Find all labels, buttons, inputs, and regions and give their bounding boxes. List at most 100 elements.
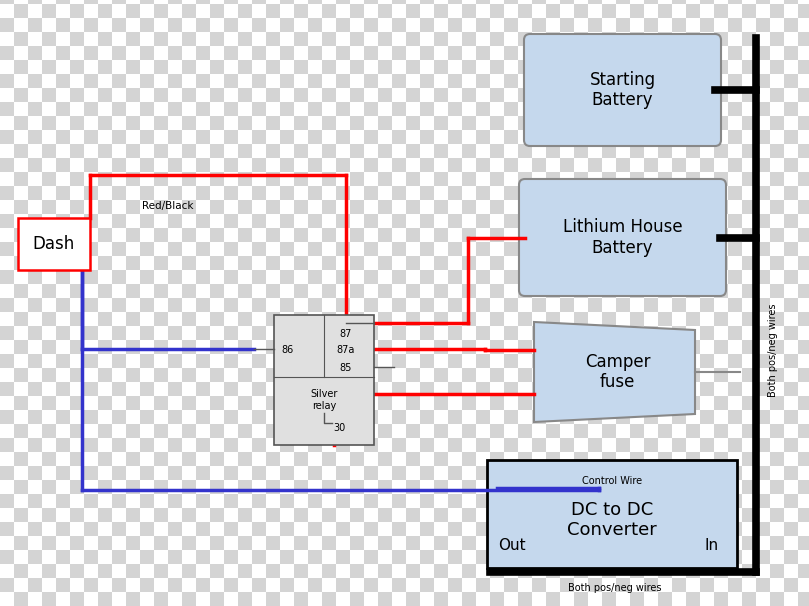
Bar: [756, 158, 770, 172]
Bar: [294, 438, 308, 452]
Bar: [602, 312, 616, 326]
Bar: [602, 466, 616, 480]
Bar: [56, 158, 70, 172]
Bar: [504, 494, 518, 508]
Bar: [546, 214, 560, 228]
Bar: [672, 522, 686, 536]
Bar: [42, 186, 56, 200]
Bar: [420, 368, 434, 382]
Bar: [210, 214, 224, 228]
Bar: [672, 60, 686, 74]
Bar: [0, 508, 14, 522]
Bar: [56, 228, 70, 242]
Bar: [462, 508, 476, 522]
Bar: [560, 46, 574, 60]
Bar: [42, 74, 56, 88]
Bar: [476, 326, 490, 340]
Bar: [420, 214, 434, 228]
Bar: [770, 242, 784, 256]
Bar: [406, 508, 420, 522]
Bar: [784, 396, 798, 410]
Bar: [182, 354, 196, 368]
Bar: [784, 564, 798, 578]
Bar: [672, 116, 686, 130]
Bar: [784, 326, 798, 340]
Bar: [112, 88, 126, 102]
Bar: [406, 368, 420, 382]
Bar: [42, 270, 56, 284]
Bar: [56, 242, 70, 256]
Bar: [140, 424, 154, 438]
Bar: [98, 228, 112, 242]
Bar: [504, 564, 518, 578]
Bar: [364, 382, 378, 396]
Bar: [392, 228, 406, 242]
Bar: [420, 172, 434, 186]
Bar: [630, 256, 644, 270]
Bar: [28, 158, 42, 172]
Bar: [14, 256, 28, 270]
Bar: [112, 158, 126, 172]
Bar: [378, 270, 392, 284]
Bar: [266, 0, 280, 4]
Bar: [14, 32, 28, 46]
Bar: [574, 550, 588, 564]
Bar: [490, 494, 504, 508]
Bar: [574, 158, 588, 172]
Bar: [588, 494, 602, 508]
Bar: [126, 0, 140, 4]
Bar: [560, 88, 574, 102]
Bar: [490, 74, 504, 88]
Bar: [84, 214, 98, 228]
Bar: [630, 228, 644, 242]
Bar: [84, 4, 98, 18]
Bar: [168, 116, 182, 130]
Bar: [434, 116, 448, 130]
Bar: [182, 578, 196, 592]
Bar: [658, 564, 672, 578]
Bar: [14, 298, 28, 312]
Bar: [686, 340, 700, 354]
Bar: [364, 130, 378, 144]
Bar: [784, 424, 798, 438]
Bar: [280, 172, 294, 186]
Bar: [112, 46, 126, 60]
Bar: [70, 354, 84, 368]
Bar: [588, 298, 602, 312]
Bar: [364, 354, 378, 368]
Bar: [210, 424, 224, 438]
Bar: [308, 18, 322, 32]
Bar: [322, 522, 336, 536]
Bar: [70, 46, 84, 60]
Bar: [378, 18, 392, 32]
Bar: [406, 564, 420, 578]
Bar: [588, 242, 602, 256]
Bar: [490, 242, 504, 256]
Bar: [378, 550, 392, 564]
Bar: [602, 410, 616, 424]
Bar: [0, 480, 14, 494]
Bar: [714, 116, 728, 130]
Bar: [42, 592, 56, 606]
Bar: [126, 494, 140, 508]
Bar: [350, 102, 364, 116]
Bar: [546, 144, 560, 158]
Bar: [70, 116, 84, 130]
Bar: [308, 200, 322, 214]
Bar: [392, 60, 406, 74]
Bar: [154, 298, 168, 312]
Bar: [686, 396, 700, 410]
Bar: [686, 228, 700, 242]
Bar: [56, 18, 70, 32]
Bar: [154, 354, 168, 368]
Bar: [770, 130, 784, 144]
Bar: [266, 494, 280, 508]
Bar: [140, 88, 154, 102]
Bar: [406, 298, 420, 312]
Bar: [434, 102, 448, 116]
Bar: [798, 32, 809, 46]
Bar: [602, 74, 616, 88]
Bar: [378, 214, 392, 228]
Bar: [742, 312, 756, 326]
Bar: [294, 508, 308, 522]
